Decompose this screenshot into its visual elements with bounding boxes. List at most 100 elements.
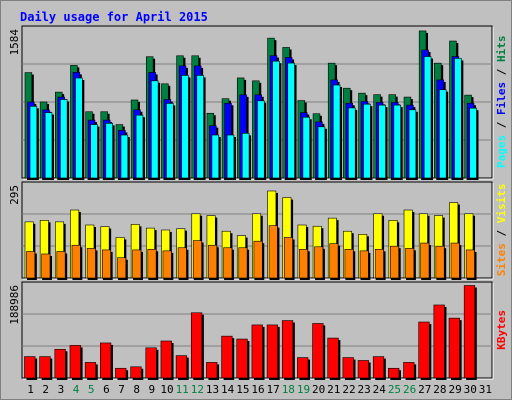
bar-pages-day-27	[423, 56, 434, 180]
bar-sites-day-3	[56, 251, 68, 280]
bar-sites-day-11	[177, 247, 189, 280]
bar-pages-day-15	[241, 133, 252, 180]
panel-kbytes: 188986 KBytes	[8, 281, 508, 380]
bar-kbytes-day-1	[24, 356, 38, 380]
bar-kbytes-day-13	[206, 362, 220, 380]
bar-sites-day-26	[405, 248, 416, 280]
bar-pages-day-18	[287, 62, 297, 180]
bar-pages-day-25	[393, 104, 403, 180]
bar-pages-day-13	[211, 134, 221, 180]
bar-pages-day-7	[120, 134, 130, 180]
side-label-hits-files-pages: Pages / Files / Hits	[495, 36, 508, 169]
bar-kbytes-day-5	[84, 362, 98, 380]
chart-title: Daily usage for April 2015	[20, 10, 208, 24]
bar-sites-day-15	[238, 247, 250, 280]
bar-sites-day-25	[390, 245, 401, 280]
bar-sites-day-16	[253, 240, 265, 280]
x-tick-label-day-31: 31	[479, 383, 492, 396]
bar-kbytes-day-2	[39, 356, 53, 380]
y-max-label: 1584	[8, 29, 21, 56]
bar-pages-day-23	[363, 103, 373, 180]
bar-sites-day-18	[283, 237, 295, 280]
x-tick-label-day-26: 26	[403, 383, 416, 396]
bar-pages-day-2	[44, 112, 54, 180]
bar-sites-day-8	[132, 249, 143, 280]
bar-kbytes-day-26	[403, 362, 417, 380]
bar-pages-day-9	[150, 80, 161, 180]
bar-sites-day-5	[86, 248, 98, 280]
bar-kbytes-day-29	[448, 317, 462, 380]
bar-pages-day-11	[181, 75, 191, 180]
bar-sites-day-21	[329, 243, 341, 280]
bar-kbytes-day-19	[297, 357, 311, 380]
chart-panels: 1584 Pages / Files / Hits 295 Sites / Visit…	[8, 25, 508, 380]
x-tick-label-day-5: 5	[88, 383, 95, 396]
bar-sites-day-29	[450, 242, 462, 280]
bar-kbytes-day-14	[221, 335, 235, 380]
x-tick-label-day-7: 7	[118, 383, 125, 396]
x-tick-label-day-11: 11	[176, 383, 189, 396]
bar-sites-day-30	[465, 249, 477, 280]
bar-sites-day-2	[41, 253, 52, 280]
bar-sites-day-7	[117, 257, 128, 280]
bar-kbytes-day-10	[160, 340, 174, 380]
bar-pages-day-22	[348, 107, 358, 180]
bar-pages-day-4	[75, 77, 85, 180]
bar-kbytes-day-8	[130, 366, 144, 380]
bar-pages-day-24	[378, 104, 388, 180]
bar-kbytes-day-20	[312, 323, 326, 380]
x-tick-label-day-25: 25	[388, 383, 401, 396]
bar-pages-day-10	[166, 103, 176, 180]
y-max-label: 188986	[8, 285, 21, 325]
bar-sites-day-23	[359, 250, 371, 280]
bar-sites-day-20	[314, 246, 325, 280]
bar-pages-day-1	[29, 106, 39, 180]
bar-sites-day-1	[26, 251, 37, 280]
x-tick-label-day-12: 12	[191, 383, 204, 396]
x-tick-label-day-29: 29	[448, 383, 461, 396]
bar-sites-day-12	[192, 240, 204, 280]
x-tick-label-day-4: 4	[73, 383, 80, 396]
panel-hits-files-pages: 1584 Pages / Files / Hits	[8, 25, 508, 181]
x-axis: 1 2 3 4 5 6 7 8 9 10 11 12 13 14 15 16 17 18 19 20 21 22 23 24 2…	[27, 383, 492, 396]
x-tick-label-day-18: 18	[282, 383, 295, 396]
x-tick-label-day-2: 2	[42, 383, 49, 396]
bar-pages-day-29	[454, 58, 464, 181]
x-tick-label-day-10: 10	[160, 383, 173, 396]
bar-kbytes-day-9	[145, 347, 159, 380]
x-tick-label-day-24: 24	[373, 383, 387, 396]
y-max-label: 295	[8, 185, 21, 205]
bar-sites-day-27	[420, 242, 432, 280]
bar-pages-day-20	[317, 126, 327, 180]
x-tick-label-day-22: 22	[342, 383, 355, 396]
bar-pages-day-26	[408, 109, 418, 180]
x-tick-label-day-17: 17	[267, 383, 280, 396]
bar-pages-day-28	[439, 89, 449, 180]
bar-kbytes-day-28	[433, 304, 447, 380]
bar-kbytes-day-30	[463, 285, 477, 380]
bar-pages-day-3	[60, 99, 70, 180]
side-label-visits-sites: Sites / Visits	[495, 183, 508, 276]
x-tick-label-day-16: 16	[251, 383, 264, 396]
bar-kbytes-day-25	[388, 367, 401, 380]
bar-pages-day-6	[105, 123, 115, 180]
bar-kbytes-day-11	[175, 355, 189, 380]
bar-kbytes-day-4	[69, 345, 83, 380]
bar-pages-day-17	[272, 60, 282, 180]
x-tick-label-day-30: 30	[464, 383, 477, 396]
x-tick-label-day-14: 14	[221, 383, 235, 396]
bar-kbytes-day-22	[342, 357, 356, 380]
x-tick-label-day-28: 28	[433, 383, 446, 396]
side-label-kbytes: KBytes	[495, 310, 508, 350]
x-tick-label-day-15: 15	[236, 383, 249, 396]
bar-kbytes-day-27	[418, 321, 432, 380]
x-tick-label-day-13: 13	[206, 383, 219, 396]
bar-sites-day-19	[299, 249, 310, 280]
bar-pages-day-30	[469, 107, 479, 180]
bar-kbytes-day-12	[190, 312, 204, 380]
bar-kbytes-day-6	[100, 342, 113, 380]
x-tick-label-day-20: 20	[312, 383, 325, 396]
bar-sites-day-6	[102, 249, 113, 280]
